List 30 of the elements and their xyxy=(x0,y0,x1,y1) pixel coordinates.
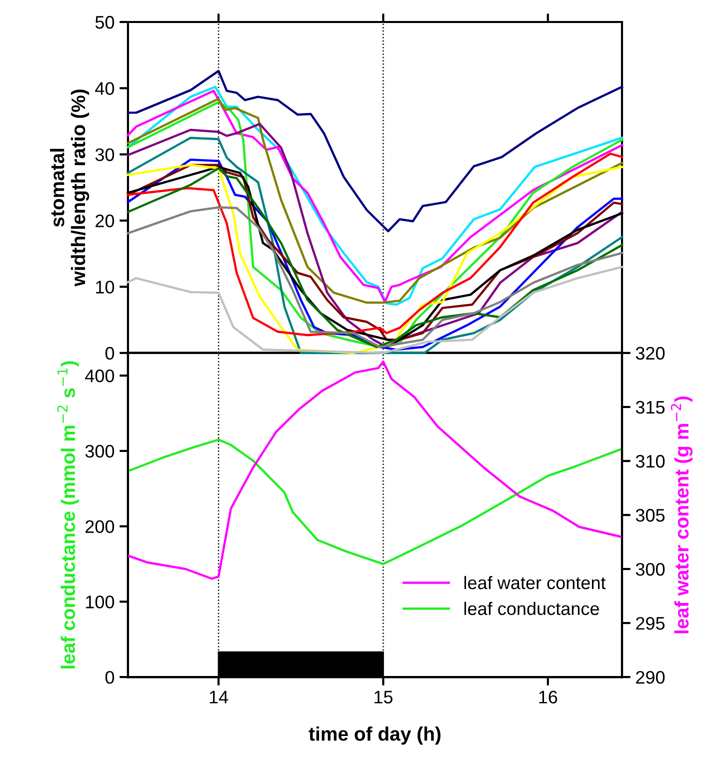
y-axis-title: leaf conductance (mmol m$^{−2}$ s$^{−1}$) xyxy=(57,361,79,668)
x-tick-label: 16 xyxy=(539,690,558,704)
line-series xyxy=(126,70,624,232)
y-axis-title: stomatal width/length ratio (%) xyxy=(50,90,90,286)
y2-tick-label: 300 xyxy=(636,562,665,576)
x-tick-label: 14 xyxy=(210,690,228,704)
y-tick-label: 200 xyxy=(86,520,114,534)
y-tick-label: 300 xyxy=(85,444,114,458)
y2-tick-label: 315 xyxy=(636,400,665,414)
line-series xyxy=(128,438,622,566)
y-tick-label: 50 xyxy=(95,16,114,29)
y-tick-label: 0 xyxy=(105,670,114,684)
y2-tick-label: 290 xyxy=(636,670,665,684)
x-axis-title: time of day (h) xyxy=(308,726,440,745)
y-tick-label: 100 xyxy=(86,596,114,608)
y2-tick-label: 320 xyxy=(636,346,665,360)
y-tick-label: 20 xyxy=(96,214,114,228)
y-tick-label: 400 xyxy=(85,370,114,382)
y-tick-label: 40 xyxy=(95,82,114,95)
legend-label: leaf conductance xyxy=(464,602,599,616)
y2-tick-label: 310 xyxy=(636,454,665,468)
y2-tick-label: 295 xyxy=(636,616,665,630)
y-tick-label: 30 xyxy=(95,148,114,162)
y-tick-label: 0 xyxy=(105,346,114,360)
y2-tick-label: 305 xyxy=(636,508,665,522)
legend-label: leaf water content xyxy=(464,576,606,590)
y2-axis-title: leaf water content (g m$^{−2}$) xyxy=(670,396,693,634)
x-tick-label: 15 xyxy=(374,690,393,704)
y-tick-label: 10 xyxy=(96,280,114,294)
line-series xyxy=(126,206,624,348)
